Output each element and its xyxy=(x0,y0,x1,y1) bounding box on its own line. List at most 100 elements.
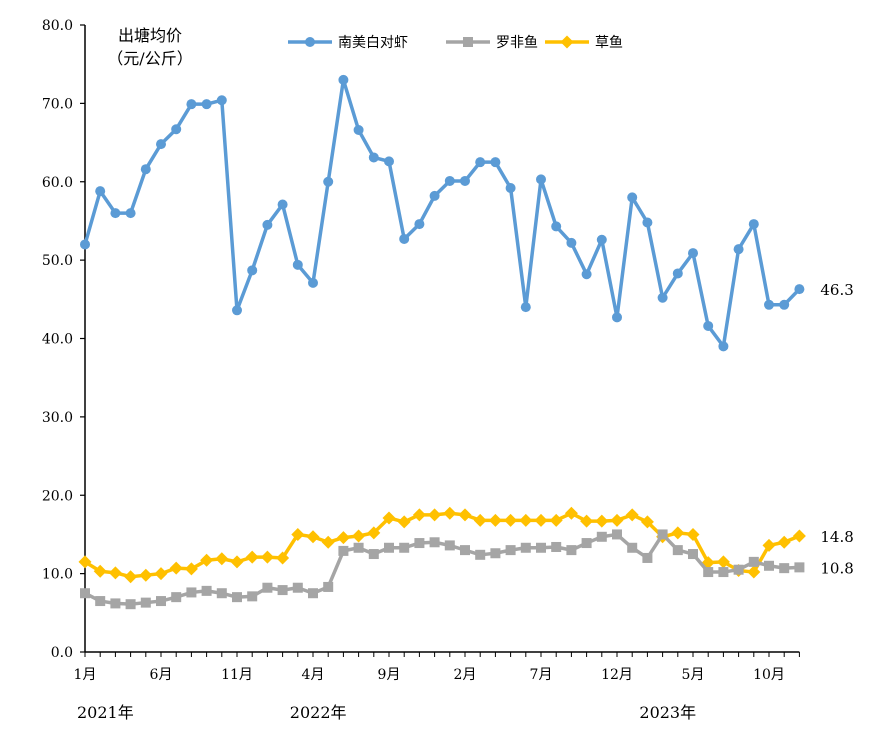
legend-item: 草鱼 xyxy=(545,34,623,51)
data-point xyxy=(262,219,273,230)
data-point xyxy=(536,542,546,553)
data-point xyxy=(733,564,744,575)
data-point xyxy=(110,598,121,609)
x-tick-label: 7月 xyxy=(530,667,553,683)
x-tick-label: 6月 xyxy=(150,667,173,683)
data-point xyxy=(429,537,440,548)
data-point xyxy=(201,585,212,596)
data-point xyxy=(336,531,350,545)
data-point xyxy=(367,526,381,540)
data-point xyxy=(232,305,242,316)
data-point xyxy=(140,597,151,608)
data-point xyxy=(519,513,533,527)
data-point xyxy=(551,541,562,552)
data-point xyxy=(475,549,486,560)
x-tick-label: 10月 xyxy=(753,667,785,683)
x-tick-label: 9月 xyxy=(378,667,401,683)
data-point xyxy=(551,221,562,232)
data-point xyxy=(80,588,90,599)
x-tick-label: 4月 xyxy=(302,667,325,683)
data-point xyxy=(382,511,396,525)
data-point xyxy=(292,582,303,593)
data-point xyxy=(260,550,274,564)
data-point xyxy=(703,567,714,578)
data-point xyxy=(171,592,182,603)
legend-label: 罗非鱼 xyxy=(496,34,538,51)
data-point xyxy=(657,529,668,540)
data-point xyxy=(444,540,455,551)
data-point xyxy=(397,515,411,529)
x-tick-label: 5月 xyxy=(682,667,705,683)
data-point xyxy=(95,186,106,197)
data-point xyxy=(733,244,744,255)
data-point xyxy=(764,299,774,310)
data-point xyxy=(748,219,759,230)
data-point xyxy=(399,233,410,244)
data-point xyxy=(627,192,638,203)
data-point xyxy=(672,545,683,556)
data-point xyxy=(414,219,425,230)
data-point xyxy=(232,592,242,603)
data-point xyxy=(777,535,791,549)
y-tick-label: 60.0 xyxy=(42,175,73,191)
data-point xyxy=(308,277,318,288)
data-point xyxy=(794,562,805,573)
data-point xyxy=(640,515,654,529)
y-tick-label: 30.0 xyxy=(42,410,73,426)
data-point xyxy=(338,545,349,556)
end-value-label: 14.8 xyxy=(820,528,853,546)
data-point xyxy=(353,542,364,553)
data-point xyxy=(247,591,258,602)
data-point xyxy=(428,508,442,522)
data-point xyxy=(139,568,153,582)
data-point xyxy=(779,563,790,574)
data-point xyxy=(93,564,107,578)
data-point xyxy=(779,299,790,310)
legend-item: 南美白对虾 xyxy=(288,35,408,51)
data-point xyxy=(429,190,440,201)
data-point xyxy=(124,570,138,584)
data-point xyxy=(762,538,776,552)
data-point xyxy=(308,588,318,599)
data-point xyxy=(460,545,470,556)
x-tick-label: 1月 xyxy=(74,667,97,683)
x-tick-label: 11月 xyxy=(221,667,253,683)
axes: 0.0 10.0 20.0 30.0 40.0 50.0 60.0 70.0 80.0 1月 6月 1… xyxy=(42,18,800,722)
data-point xyxy=(323,581,334,592)
data-point xyxy=(475,157,486,168)
data-point xyxy=(110,208,121,219)
year-label: 2022年 xyxy=(290,703,347,722)
legend-item: 罗非鱼 xyxy=(446,34,538,51)
y-tick-label: 40.0 xyxy=(42,332,73,348)
data-point xyxy=(627,542,638,553)
data-point xyxy=(671,526,685,540)
data-point xyxy=(305,37,315,47)
data-point xyxy=(368,152,379,163)
data-point xyxy=(520,302,531,313)
data-point xyxy=(125,599,136,610)
data-point xyxy=(171,124,182,135)
data-point xyxy=(520,542,531,553)
data-point xyxy=(581,538,592,549)
data-point xyxy=(216,95,227,106)
data-point xyxy=(321,535,335,549)
data-point xyxy=(463,37,473,47)
x-tick-label: 2月 xyxy=(454,667,477,683)
data-point xyxy=(156,139,166,150)
data-point xyxy=(216,588,227,599)
data-point xyxy=(412,508,426,522)
y-tick-label: 20.0 xyxy=(42,488,73,504)
data-point xyxy=(215,552,229,566)
year-label: 2021年 xyxy=(77,703,134,722)
data-point xyxy=(625,508,639,522)
data-point xyxy=(169,561,183,575)
data-point xyxy=(262,582,273,593)
data-point xyxy=(140,164,151,175)
data-point xyxy=(642,217,653,228)
y-tick-label: 50.0 xyxy=(42,253,73,269)
data-point xyxy=(368,549,379,560)
data-point xyxy=(536,174,546,185)
data-point xyxy=(338,74,349,85)
data-point xyxy=(201,99,212,110)
end-value-label: 46.3 xyxy=(820,281,853,299)
